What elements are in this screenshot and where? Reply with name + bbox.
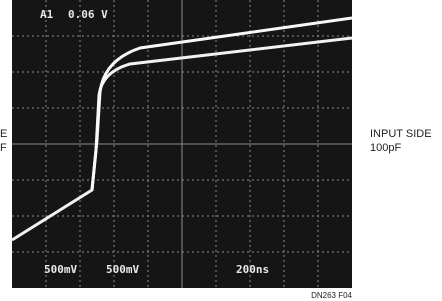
figure: A1 0.06 V 500mV 500mV 200ns E F INPUT SI… <box>0 0 442 301</box>
page: {"screen": {"readout": ["A1", "0.06 V"],… <box>0 0 442 301</box>
readout-channel: A1 <box>40 8 54 21</box>
readout-value: 0.06 V <box>68 8 108 21</box>
left-label-line1: E <box>0 128 7 140</box>
scale-ch1: 500mV <box>44 263 77 276</box>
scale-time: 200ns <box>236 263 269 276</box>
figure-id: DN263 F04 <box>311 291 352 300</box>
left-label-line2: F <box>0 142 7 154</box>
right-label-line1: INPUT SIDE <box>370 128 432 140</box>
right-label-line2: 100pF <box>370 142 401 154</box>
scale-ch2: 500mV <box>106 263 139 276</box>
